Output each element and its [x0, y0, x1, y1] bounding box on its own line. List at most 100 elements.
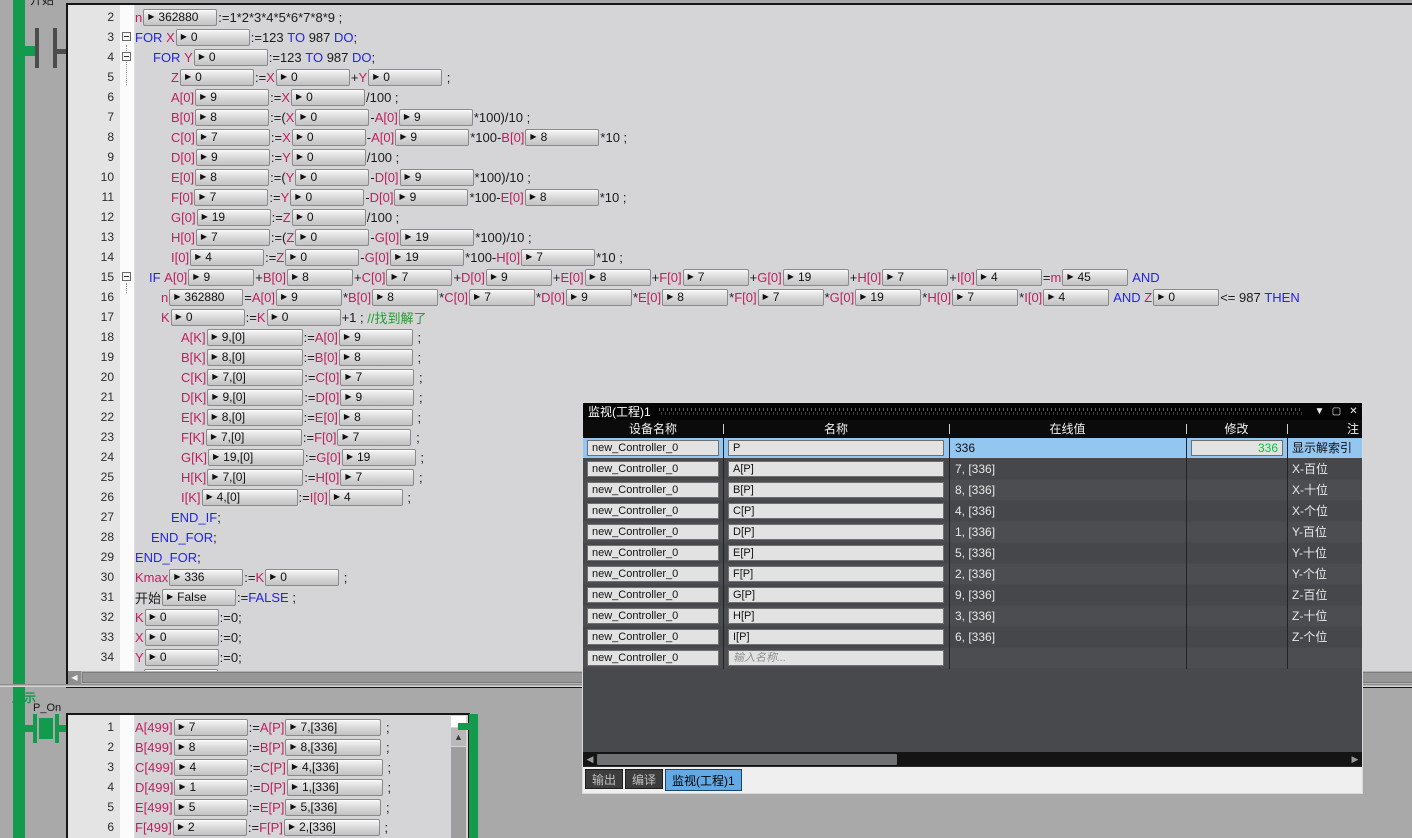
value-chip[interactable]: ▶ 8 — [662, 288, 729, 306]
watch-table-row[interactable]: new_Controller_0 F[P] 2, [336] Y-个位 — [583, 564, 1362, 584]
variable-name-input[interactable]: 输入名称... — [728, 650, 944, 666]
value-chip[interactable]: ▶ 7 — [521, 248, 596, 266]
value-chip[interactable]: ▶ 9 — [394, 188, 469, 206]
value-chip[interactable]: ▶ 7,[336] — [285, 718, 382, 736]
code-line[interactable]: 13 H[0] ▶ 7:=(Z ▶ 0- G[0] ▶ 19 *100)/10 ; — [68, 227, 1412, 247]
code-line[interactable]: 32 K ▶ 0:=0; — [68, 607, 1412, 627]
scroll-left-button[interactable]: ◀ — [586, 754, 594, 764]
value-chip[interactable]: ▶ 4 — [328, 488, 403, 506]
device-name-box[interactable]: new_Controller_0 — [587, 608, 719, 624]
variable-name-box[interactable]: B[P] — [728, 482, 944, 498]
value-chip[interactable]: ▶ 9 — [340, 388, 415, 406]
bottom-tab[interactable]: 输出 — [585, 769, 624, 789]
code-line[interactable]: 11 F[0] ▶ 7:= Y ▶ 0- D[0] ▶ 9 *100- E[0] ▶ 8 *10 ; — [68, 187, 1412, 207]
column-header[interactable]: 设备名称 — [628, 422, 677, 436]
dropdown-button[interactable]: ▼ — [1314, 406, 1325, 417]
code-line[interactable]: 4 FOR Y ▶ 0:=123 TO 987 DO; — [68, 47, 1412, 67]
scroll-up-button[interactable]: ▲ — [451, 728, 466, 746]
value-chip[interactable]: ▶0 — [175, 28, 250, 46]
code-line[interactable]: 1 A[499] ▶ 7:= A[P] ▶ 7,[336] ; — [68, 717, 468, 737]
watch-table-row[interactable]: new_Controller_0 A[P] 7, [336] X-百位 — [583, 459, 1362, 479]
variable-name-box[interactable]: F[P] — [728, 566, 944, 582]
code-line[interactable]: 30 Kmax ▶ 336:= K ▶ 0 ; — [68, 567, 1412, 587]
value-chip[interactable]: ▶ 4 — [1043, 288, 1110, 306]
device-name-box[interactable]: new_Controller_0 — [587, 566, 719, 582]
code-line[interactable]: 24 G[K] ▶ 19,[0]:= G[0] ▶ 19 ; — [68, 447, 1412, 467]
value-chip[interactable]: ▶ 19,[0] — [208, 448, 305, 466]
value-chip[interactable]: ▶ 7 — [173, 718, 248, 736]
value-chip[interactable]: ▶ 7 — [195, 228, 270, 246]
watch-table-row[interactable]: new_Controller_0 B[P] 8, [336] X-十位 — [583, 480, 1362, 500]
value-chip[interactable]: ▶0 — [144, 648, 219, 666]
value-chip[interactable]: ▶0 — [295, 168, 370, 186]
code-line[interactable]: 14 I[0] ▶ 4:= Z ▶ 0- G[0] ▶ 19 *100- H[0] ▶ 7 *10 ; — [68, 247, 1412, 267]
code-line[interactable]: 20 C[K] ▶ 7,[0]:= C[0] ▶ 7 ; — [68, 367, 1412, 387]
code-line[interactable]: 10 E[0] ▶ 8:=(Y ▶ 0- D[0] ▶ 9 *100)/10 ; — [68, 167, 1412, 187]
st-editor-bottom[interactable]: 1 A[499] ▶ 7:= A[P] ▶ 7,[336] ; 2 B[499] ▶ 8:= B[P]… — [66, 713, 470, 838]
value-chip[interactable]: ▶ 19 — [400, 228, 475, 246]
value-chip[interactable]: ▶0 — [265, 568, 340, 586]
device-name-box[interactable]: new_Controller_0 — [587, 440, 719, 456]
value-chip[interactable]: ▶ 7 — [340, 468, 415, 486]
code-line[interactable]: 3 FOR X ▶ 0:=123 TO 987 DO; — [68, 27, 1412, 47]
code-line[interactable]: 23 F[K] ▶ 7,[0]:= F[0] ▶ 7 ; — [68, 427, 1412, 447]
value-chip[interactable]: ▶ 4,[336] — [286, 758, 383, 776]
value-chip[interactable]: ▶0 — [266, 308, 341, 326]
value-chip[interactable]: ▶ 7 — [386, 268, 453, 286]
device-name-box[interactable]: new_Controller_0 — [587, 587, 719, 603]
scrollbar-track[interactable] — [451, 747, 466, 838]
value-chip[interactable]: ▶0 — [144, 608, 219, 626]
code-line[interactable]: 16 n ▶ 362880 = A[0] ▶ 9 * B[0] ▶ 8 * C[0] ▶ 7 * D[0] ▶ 9 * E… — [68, 287, 1412, 307]
code-line[interactable]: 19 B[K] ▶ 8,[0]:= B[0] ▶ 8 ; — [68, 347, 1412, 367]
closed-contact-right-bar[interactable] — [55, 714, 59, 743]
value-chip[interactable]: ▶0 — [368, 68, 443, 86]
value-chip[interactable]: ▶ 9 — [399, 168, 474, 186]
value-chip[interactable]: ▶ 8 — [287, 268, 354, 286]
code-line[interactable]: 21 D[K] ▶ 9,[0]:= D[0] ▶ 9 ; — [68, 387, 1412, 407]
column-header[interactable]: 注 — [1346, 422, 1359, 436]
fold-collapse-icon[interactable] — [122, 52, 131, 61]
float-button[interactable]: ▢ — [1331, 406, 1342, 417]
scroll-right-button[interactable]: ▶ — [1351, 754, 1359, 764]
device-name-box[interactable]: new_Controller_0 — [587, 482, 719, 498]
variable-name-box[interactable]: P — [728, 440, 944, 456]
variable-name-box[interactable]: G[P] — [728, 587, 944, 603]
value-chip[interactable]: ▶ 19 — [390, 248, 465, 266]
code-line[interactable]: 15 IF A[0] ▶ 9 + B[0] ▶ 8 + C[0] ▶ 7 + D[0] ▶ 9 + E[0] ▶ 8 +… — [68, 267, 1412, 287]
value-chip[interactable]: ▶ 19 — [782, 268, 849, 286]
value-chip[interactable]: ▶0 — [1153, 288, 1220, 306]
value-chip[interactable]: ▶ 9 — [195, 148, 270, 166]
value-chip[interactable]: ▶ 8 — [173, 738, 248, 756]
value-chip[interactable]: ▶ 7 — [882, 268, 949, 286]
code-line[interactable]: 27 END_IF; — [68, 507, 1412, 527]
device-name-box[interactable]: new_Controller_0 — [587, 650, 719, 666]
value-chip[interactable]: ▶ 8 — [195, 108, 270, 126]
value-chip[interactable]: ▶0 — [291, 148, 366, 166]
bottom-tab[interactable]: 编译 — [625, 769, 664, 789]
value-chip[interactable]: ▶ 4 — [174, 758, 249, 776]
value-chip[interactable]: ▶0 — [291, 128, 366, 146]
value-chip[interactable]: ▶ 7 — [682, 268, 749, 286]
value-chip[interactable]: ▶ 4 — [975, 268, 1042, 286]
code-line[interactable]: 3 C[499] ▶ 4:= C[P] ▶ 4,[336] ; — [68, 757, 468, 777]
value-chip[interactable]: ▶ 5,[336] — [285, 798, 382, 816]
vertical-scrollbar[interactable]: ▲ — [451, 716, 466, 838]
watch-table-row[interactable]: new_Controller_0 C[P] 4, [336] X-个位 — [583, 501, 1362, 521]
value-chip[interactable]: ▶ 9 — [188, 268, 255, 286]
value-chip[interactable]: ▶ 7,[0] — [205, 428, 302, 446]
variable-name-box[interactable]: I[P] — [728, 629, 944, 645]
code-line[interactable]: 26 I[K] ▶ 4,[0]:= I[0] ▶ 4 ; — [68, 487, 1412, 507]
watch-table-row[interactable]: new_Controller_0 I[P] 6, [336] Z-个位 — [583, 627, 1362, 647]
value-chip[interactable]: ▶ 19 — [341, 448, 416, 466]
value-chip[interactable]: ▶ 1,[336] — [286, 778, 383, 796]
value-chip[interactable]: ▶ 45 — [1062, 268, 1129, 286]
value-chip[interactable]: ▶ 8 — [525, 128, 600, 146]
value-chip[interactable]: ▶ 4,[0] — [201, 488, 298, 506]
value-chip[interactable]: ▶0 — [144, 628, 219, 646]
open-contact-right-bar[interactable] — [53, 28, 57, 68]
code-line[interactable]: 5 Z ▶ 0:= X ▶ 0 + Y ▶ 0 ; — [68, 67, 1412, 87]
column-header[interactable]: 名称 — [823, 422, 848, 436]
device-name-box[interactable]: new_Controller_0 — [587, 629, 719, 645]
value-chip[interactable]: ▶0 — [179, 68, 254, 86]
code-line[interactable]: 33 X ▶ 0:=0; — [68, 627, 1412, 647]
